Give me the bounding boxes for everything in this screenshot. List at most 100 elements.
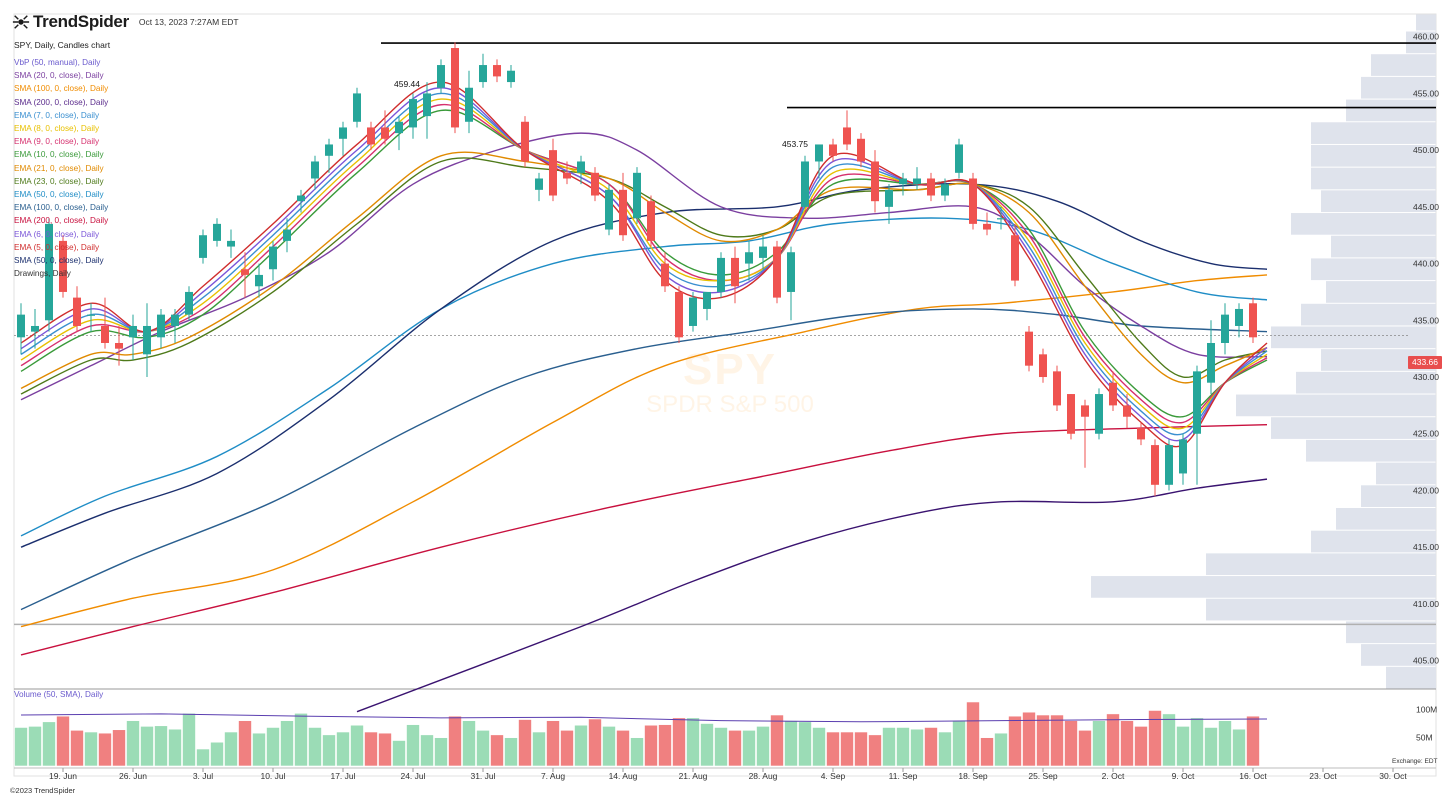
- x-tick-label: 26. Jun: [119, 771, 147, 781]
- volume-bar: [1064, 720, 1078, 767]
- volume-profile-bar: [1361, 644, 1436, 666]
- candle-body: [1221, 314, 1229, 343]
- last-price-tag: 433.66: [1408, 356, 1442, 369]
- indicator-legend-item[interactable]: EMA (8, 0, close), Daily: [14, 124, 100, 134]
- volume-bar: [994, 732, 1008, 767]
- indicator-legend-item[interactable]: EMA (100, 0, close), Daily: [14, 203, 109, 213]
- candle-body: [213, 223, 221, 241]
- y-tick-label: 435.00: [1413, 315, 1439, 325]
- y-tick-label: 445.00: [1413, 202, 1439, 212]
- indicator-legend-item[interactable]: EMA (9, 0, close), Daily: [14, 137, 100, 147]
- volume-bar: [1134, 726, 1148, 767]
- candle-body: [801, 161, 809, 207]
- indicator-legend-item[interactable]: EMA (10, 0, close), Daily: [14, 150, 104, 160]
- moving-average-line: [20, 157, 1268, 395]
- candle-body: [521, 121, 529, 162]
- candle: [549, 138, 557, 202]
- symbol-line: SPY, Daily, Candles chart: [14, 40, 111, 50]
- volume-bar: [1120, 720, 1134, 767]
- volume-bar: [126, 720, 140, 767]
- candle-body: [773, 246, 781, 298]
- candle: [507, 65, 515, 88]
- candle-body: [941, 184, 949, 196]
- volume-profile-bar: [1331, 235, 1436, 258]
- candle: [1137, 422, 1145, 446]
- volume-bar: [476, 729, 490, 767]
- volume-profile-bar: [1296, 371, 1436, 394]
- candle: [283, 218, 291, 253]
- candle-body: [451, 48, 459, 128]
- candle-body: [129, 325, 137, 338]
- candle-body: [1123, 405, 1131, 417]
- candle: [1207, 320, 1215, 395]
- candle: [409, 93, 417, 139]
- volume-profile-bar: [1371, 54, 1436, 76]
- x-tick-label: 2. Oct: [1102, 771, 1125, 781]
- candle: [381, 110, 389, 145]
- volume-profile-bar: [1416, 14, 1436, 31]
- candle-body: [479, 65, 487, 83]
- candle: [199, 229, 207, 264]
- candle-body: [577, 161, 585, 173]
- volume-bar: [616, 729, 630, 767]
- candle: [913, 167, 921, 190]
- volume-bar: [882, 727, 896, 767]
- moving-average-line: [20, 182, 1268, 548]
- volume-bar: [1106, 713, 1120, 767]
- volume-bar: [938, 731, 952, 767]
- volume-bar: [1078, 729, 1092, 767]
- indicator-legend: VbP (50, manual), Daily SMA (20, 0, close…: [14, 56, 108, 280]
- volume-bars: [14, 701, 1260, 767]
- x-tick-label: 21. Aug: [679, 771, 708, 781]
- indicator-legend-item[interactable]: SMA (20, 0, close), Daily: [14, 71, 104, 81]
- candle-body: [1137, 428, 1145, 440]
- candle: [143, 303, 151, 378]
- candle-body: [73, 297, 81, 326]
- moving-average-line: [20, 98, 1268, 430]
- candle-body: [325, 144, 333, 156]
- candle-body: [101, 325, 109, 343]
- volume-bar: [434, 737, 448, 767]
- volume-bar: [630, 737, 644, 767]
- indicator-legend-item[interactable]: EMA (5, 0, close), Daily: [14, 242, 100, 252]
- candle: [1179, 433, 1187, 485]
- indicator-legend-item[interactable]: EMA (200, 0, close), Daily: [14, 216, 109, 226]
- x-tick-label: 23. Oct: [1309, 771, 1337, 781]
- trendspider-logo-icon: [12, 15, 30, 29]
- candle: [325, 138, 333, 173]
- indicator-legend-item[interactable]: SMA (100, 0, close), Daily: [14, 84, 109, 94]
- candle-body: [381, 127, 389, 139]
- indicator-legend-item[interactable]: SMA (200, 0, close), Daily: [14, 97, 109, 107]
- x-tick-label: 14. Aug: [609, 771, 638, 781]
- candle-body: [367, 127, 375, 145]
- volume-bar: [1092, 720, 1106, 767]
- indicator-legend-item[interactable]: EMA (21, 0, close), Daily: [14, 163, 104, 173]
- candle: [675, 286, 683, 343]
- indicator-legend-item[interactable]: Drawings, Daily: [14, 269, 71, 279]
- candle-body: [843, 127, 851, 145]
- indicator-legend-item[interactable]: EMA (23, 0, close), Daily: [14, 176, 104, 186]
- exchange-label: Exchange: EDT: [1392, 758, 1438, 765]
- candle: [241, 252, 249, 298]
- indicator-legend-item[interactable]: EMA (6, 0, close), Daily: [14, 229, 100, 239]
- indicator-legend-item[interactable]: VbP (50, manual), Daily: [14, 58, 101, 67]
- indicator-legend-item[interactable]: SMA (50, 0, close), Daily: [14, 256, 104, 266]
- candle-body: [507, 70, 515, 83]
- candle-body: [465, 87, 473, 122]
- x-tick-label: 19. Jun: [49, 771, 77, 781]
- volume-bar: [406, 724, 420, 767]
- indicator-legend-item[interactable]: EMA (7, 0, close), Daily: [14, 110, 100, 120]
- candle: [129, 314, 137, 361]
- volume-bar: [336, 731, 350, 767]
- volume-bar: [392, 740, 406, 767]
- volume-profile-bar: [1346, 621, 1436, 644]
- y-tick-label: 425.00: [1413, 429, 1439, 439]
- candle-body: [1249, 303, 1257, 338]
- candle: [745, 240, 753, 281]
- volume-bar: [112, 729, 126, 767]
- candle-body: [689, 297, 697, 326]
- candle: [787, 246, 795, 321]
- indicator-legend-item[interactable]: EMA (50, 0, close), Daily: [14, 190, 104, 200]
- moving-average-line: [20, 151, 1268, 389]
